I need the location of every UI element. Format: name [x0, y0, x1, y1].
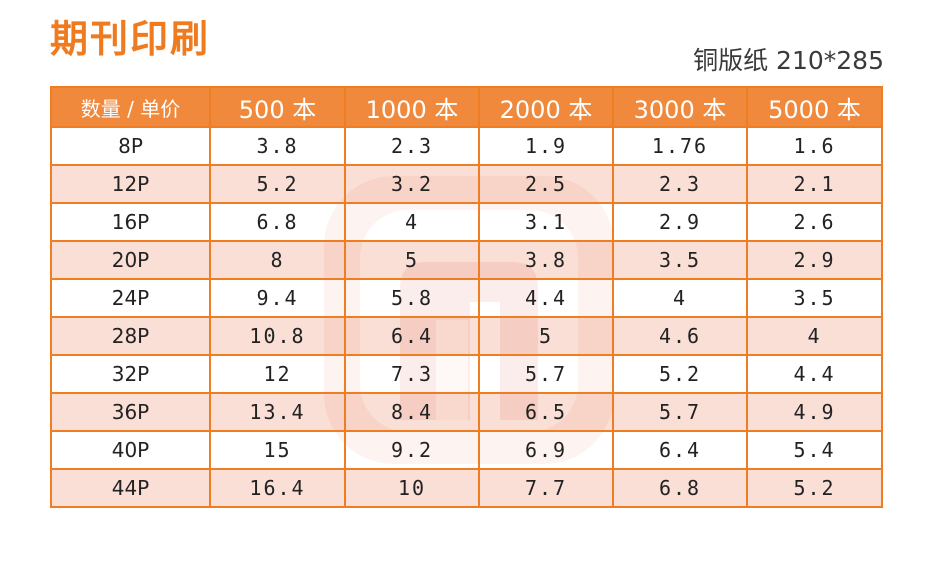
row-page-count: 20P: [50, 240, 211, 280]
row-page-count: 12P: [50, 164, 211, 204]
table-row: 12P 5.2 3.2 2.5 2.3 2.1: [50, 164, 883, 204]
row-page-count: 24P: [50, 278, 211, 318]
price-cell: 9.4: [209, 278, 346, 318]
table-row: 28P 10.8 6.4 5 4.6 4: [50, 316, 883, 356]
price-cell: 1.9: [478, 126, 614, 166]
table-row: 8P 3.8 2.3 1.9 1.76 1.6: [50, 126, 883, 166]
price-cell: 4: [746, 316, 883, 356]
price-cell: 1.76: [612, 126, 748, 166]
price-cell: 4: [612, 278, 748, 318]
table-body: 8P 3.8 2.3 1.9 1.76 1.6 12P 5.2 3.2 2.5 2.3 2.1 16P 6…: [50, 126, 883, 508]
row-page-count: 16P: [50, 202, 211, 242]
header-500: 500 本: [209, 86, 346, 128]
price-cell: 5.4: [746, 430, 883, 470]
price-table-container: 数量 / 单价 500 本 1000 本 2000 本 3000 本 5000 …: [50, 86, 883, 508]
table-header-row: 数量 / 单价 500 本 1000 本 2000 本 3000 本 5000 …: [50, 86, 883, 128]
page-title: 期刊印刷: [50, 17, 211, 61]
price-cell: 2.5: [478, 164, 614, 204]
header-5000: 5000 本: [746, 86, 883, 128]
price-cell: 8.4: [344, 392, 480, 432]
price-cell: 15: [209, 430, 346, 470]
price-cell: 16.4: [209, 468, 346, 508]
price-cell: 4.9: [746, 392, 883, 432]
price-cell: 5: [344, 240, 480, 280]
price-cell: 3.8: [209, 126, 346, 166]
price-cell: 4.4: [746, 354, 883, 394]
price-cell: 6.5: [478, 392, 614, 432]
header-1000: 1000 本: [344, 86, 480, 128]
table-row: 44P 16.4 10 7.7 6.8 5.2: [50, 468, 883, 508]
price-cell: 7.7: [478, 468, 614, 508]
price-cell: 4: [344, 202, 480, 242]
header-quantity-price: 数量 / 单价: [50, 86, 211, 128]
price-cell: 3.2: [344, 164, 480, 204]
price-cell: 5.2: [612, 354, 748, 394]
row-page-count: 36P: [50, 392, 211, 432]
header-3000: 3000 本: [612, 86, 748, 128]
table-row: 36P 13.4 8.4 6.5 5.7 4.9: [50, 392, 883, 432]
table-row: 16P 6.8 4 3.1 2.9 2.6: [50, 202, 883, 242]
price-cell: 3.5: [612, 240, 748, 280]
price-cell: 5.7: [612, 392, 748, 432]
price-cell: 3.1: [478, 202, 614, 242]
price-cell: 4.6: [612, 316, 748, 356]
price-cell: 5: [478, 316, 614, 356]
price-cell: 2.3: [344, 126, 480, 166]
price-cell: 5.2: [746, 468, 883, 508]
price-cell: 2.1: [746, 164, 883, 204]
table-row: 40P 15 9.2 6.9 6.4 5.4: [50, 430, 883, 470]
table-row: 20P 8 5 3.8 3.5 2.9: [50, 240, 883, 280]
price-cell: 5.2: [209, 164, 346, 204]
price-cell: 2.9: [612, 202, 748, 242]
price-cell: 6.9: [478, 430, 614, 470]
table-row: 24P 9.4 5.8 4.4 4 3.5: [50, 278, 883, 318]
price-cell: 2.6: [746, 202, 883, 242]
price-cell: 6.8: [612, 468, 748, 508]
price-table: 数量 / 单价 500 本 1000 本 2000 本 3000 本 5000 …: [50, 86, 883, 508]
table-row: 32P 12 7.3 5.7 5.2 4.4: [50, 354, 883, 394]
price-cell: 13.4: [209, 392, 346, 432]
price-cell: 10: [344, 468, 480, 508]
price-cell: 3.5: [746, 278, 883, 318]
price-cell: 3.8: [478, 240, 614, 280]
row-page-count: 40P: [50, 430, 211, 470]
paper-spec: 铜版纸 210*285: [693, 46, 884, 75]
price-cell: 2.9: [746, 240, 883, 280]
price-cell: 5.8: [344, 278, 480, 318]
row-page-count: 8P: [50, 126, 211, 166]
price-cell: 10.8: [209, 316, 346, 356]
row-page-count: 28P: [50, 316, 211, 356]
price-cell: 4.4: [478, 278, 614, 318]
header-2000: 2000 本: [478, 86, 614, 128]
price-cell: 7.3: [344, 354, 480, 394]
price-cell: 9.2: [344, 430, 480, 470]
price-cell: 8: [209, 240, 346, 280]
price-cell: 6.4: [344, 316, 480, 356]
row-page-count: 32P: [50, 354, 211, 394]
price-cell: 5.7: [478, 354, 614, 394]
price-cell: 12: [209, 354, 346, 394]
price-cell: 6.4: [612, 430, 748, 470]
price-cell: 6.8: [209, 202, 346, 242]
price-cell: 1.6: [746, 126, 883, 166]
price-cell: 2.3: [612, 164, 748, 204]
row-page-count: 44P: [50, 468, 211, 508]
